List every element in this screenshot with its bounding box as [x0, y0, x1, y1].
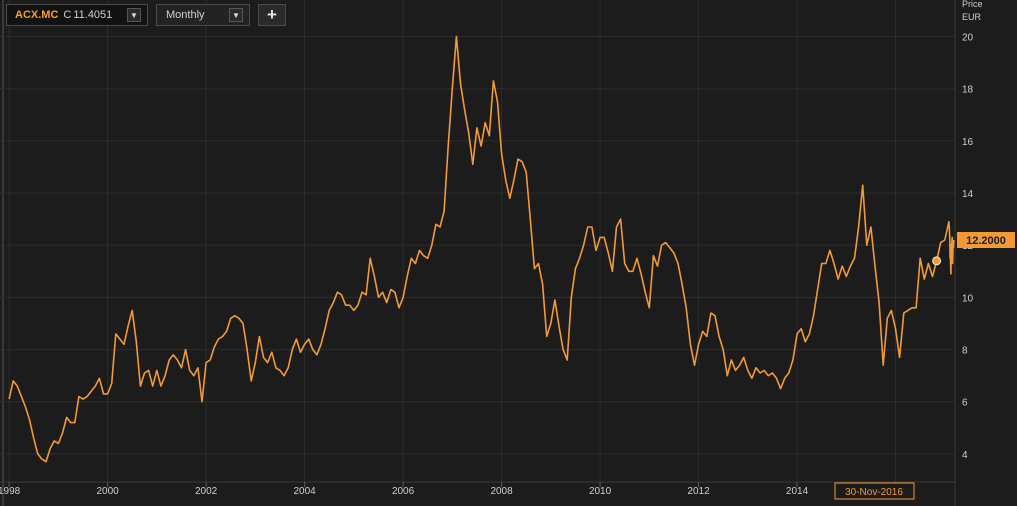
grid: [0, 0, 955, 482]
close-value: 11.4051: [73, 9, 113, 21]
chevron-down-icon[interactable]: ▼: [229, 8, 243, 22]
y-axis-unit: EUR: [962, 12, 982, 22]
x-tick-label: 2008: [490, 486, 513, 497]
y-tick-label: 16: [962, 137, 974, 148]
y-tick-label: 6: [962, 398, 968, 409]
last-price-label: 12.2000: [966, 235, 1006, 247]
chart-toolbar: ACX.MC C 11.4051 ▼ Monthly ▼ +: [6, 4, 286, 28]
symbol-selector[interactable]: ACX.MC C 11.4051 ▼: [6, 4, 148, 26]
x-tick-label: 2012: [687, 486, 710, 497]
x-tick-label: 2014: [786, 486, 809, 497]
crosshair-date-tag: 30-Nov-2016: [834, 482, 915, 500]
series-marker[interactable]: [932, 256, 942, 266]
y-tick-label: 10: [962, 293, 974, 304]
y-tick-label: 4: [962, 450, 968, 461]
y-tick-label: 20: [962, 33, 974, 44]
x-tick-label: 2004: [293, 486, 316, 497]
y-tick-label: 8: [962, 346, 968, 357]
x-tick-label: 2000: [96, 486, 119, 497]
close-prefix: C: [63, 9, 72, 21]
price-line: [8, 35, 955, 463]
y-tick-label: 14: [962, 189, 974, 200]
crosshair-date-label: 30-Nov-2016: [845, 487, 903, 498]
frequency-selector[interactable]: Monthly ▼: [156, 4, 250, 26]
chevron-down-icon[interactable]: ▼: [127, 8, 141, 22]
x-tick-label: 1998: [0, 486, 21, 497]
y-tick-label: 18: [962, 85, 974, 96]
y-axis-title: Price: [962, 0, 983, 9]
plus-icon: +: [267, 5, 277, 24]
last-price-tag: 12.2000: [957, 232, 1015, 248]
symbol-info: ACX.MC C 11.4051: [15, 9, 112, 21]
symbol-label: ACX.MC: [15, 9, 59, 21]
add-series-button[interactable]: +: [258, 4, 286, 26]
x-tick-label: 2002: [195, 486, 218, 497]
frequency-label: Monthly: [166, 9, 205, 21]
x-tick-label: 2006: [392, 486, 415, 497]
x-tick-label: 2010: [589, 486, 612, 497]
